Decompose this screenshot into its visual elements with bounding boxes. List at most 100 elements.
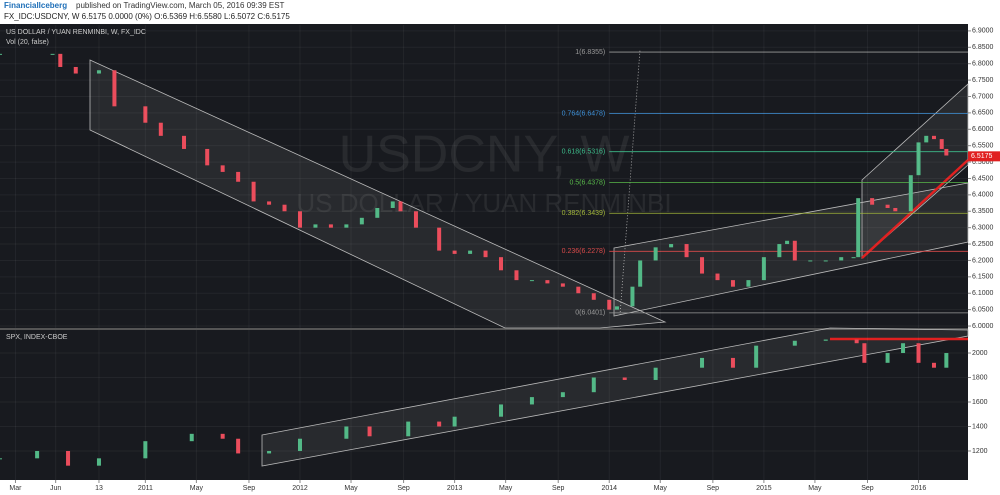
y-tick-label: 6.1500 <box>972 274 994 281</box>
candle <box>35 450 40 459</box>
x-tick-label: Jun <box>50 485 61 492</box>
pane-title: US DOLLAR / YUAN RENMINBI, W, FX_IDC <box>6 29 146 36</box>
candle <box>746 280 751 287</box>
candle <box>112 70 117 107</box>
candle <box>158 122 163 136</box>
candle <box>777 244 782 258</box>
y-tick-label: 6.9000 <box>972 28 994 35</box>
candle <box>297 211 302 228</box>
fib-label: 0.5(6.4378) <box>569 179 605 186</box>
mid-channel <box>613 182 969 317</box>
candle <box>808 260 813 262</box>
candle <box>944 148 949 156</box>
candle <box>236 438 241 454</box>
candle <box>792 240 797 261</box>
candle <box>375 207 380 218</box>
spx-channel <box>261 327 969 467</box>
candle <box>761 257 766 281</box>
x-tick-label: May <box>808 485 822 492</box>
candle <box>499 257 504 271</box>
y-tick-label: 1800 <box>972 374 988 381</box>
y-tick-label: 1200 <box>972 448 988 455</box>
candle <box>406 421 411 437</box>
fib-label: 0.382(6.3439) <box>562 210 606 217</box>
candle <box>908 175 913 212</box>
candle <box>0 458 2 460</box>
pane-divider <box>0 328 968 330</box>
y-tick-label: 6.6000 <box>972 126 994 133</box>
candle <box>282 204 287 212</box>
candle <box>862 343 867 363</box>
publisher: FinancialIceberg <box>4 1 67 10</box>
fib-label: 0.236(6.2278) <box>562 248 606 255</box>
candle <box>328 224 333 228</box>
x-tick-label: 2011 <box>138 485 153 492</box>
candle <box>669 244 674 248</box>
candle <box>267 450 272 454</box>
candle <box>622 377 627 380</box>
y-tick-label: 6.4500 <box>972 175 994 182</box>
x-tick-label: 13 <box>95 485 103 492</box>
watermark-sub: US DOLLAR / YUAN RENMINBI <box>296 188 671 218</box>
pane-title: SPX, INDEX-CBOE <box>6 334 68 341</box>
y-tick-label: 6.0000 <box>972 323 994 330</box>
y-tick-label: 2000 <box>972 350 988 357</box>
y-tick-label: 6.7500 <box>972 77 994 84</box>
candle <box>730 357 735 368</box>
y-tick-label: 6.0500 <box>972 306 994 313</box>
candle <box>684 244 689 258</box>
candle <box>143 441 148 459</box>
down-channel <box>89 59 667 329</box>
candle <box>499 404 504 417</box>
candle <box>939 139 944 149</box>
fib-label: 0.618(6.5316) <box>562 149 606 156</box>
candle <box>823 339 828 341</box>
x-tick-label: 2012 <box>292 485 308 492</box>
x-tick-label: May <box>654 485 668 492</box>
candle <box>653 247 658 261</box>
candle <box>700 357 705 368</box>
candle <box>931 135 936 140</box>
y-tick-label: 6.6500 <box>972 110 994 117</box>
candle <box>205 148 210 166</box>
candle <box>267 201 272 205</box>
candle <box>58 53 63 67</box>
candle <box>854 339 859 344</box>
y-tick-label: 6.7000 <box>972 93 994 100</box>
candle <box>851 257 856 259</box>
candle <box>839 257 844 261</box>
x-tick-label: Mar <box>9 485 22 492</box>
candle <box>944 353 949 368</box>
candle <box>468 250 473 254</box>
y-tick-label: 6.2500 <box>972 241 994 248</box>
candle <box>143 106 148 123</box>
candle <box>0 53 2 55</box>
candle <box>452 250 457 254</box>
candle <box>591 293 596 300</box>
candle <box>916 343 921 363</box>
last-price-box <box>968 151 1000 162</box>
candle <box>220 433 225 439</box>
candle <box>653 367 658 380</box>
candle <box>885 204 890 208</box>
candle <box>901 343 906 354</box>
candle <box>638 260 643 287</box>
candle <box>413 211 418 228</box>
candle <box>313 224 318 228</box>
x-tick-label: May <box>190 485 204 492</box>
candle <box>614 306 619 310</box>
candle <box>359 217 364 225</box>
x-tick-label: Sep <box>397 485 410 492</box>
candle <box>437 227 442 251</box>
y-tick-label: 6.8000 <box>972 61 994 68</box>
y-tick-label: 1600 <box>972 399 988 406</box>
x-tick-label: 2016 <box>911 485 927 492</box>
y-tick-label: 6.1000 <box>972 290 994 297</box>
fib-label: 1(6.8355) <box>575 49 605 56</box>
watermark: USDCNY, W <box>339 126 630 184</box>
y-tick-label: 6.3500 <box>972 208 994 215</box>
y-tick-label: 6.8500 <box>972 44 994 51</box>
candle <box>916 142 921 176</box>
candle <box>189 433 194 442</box>
